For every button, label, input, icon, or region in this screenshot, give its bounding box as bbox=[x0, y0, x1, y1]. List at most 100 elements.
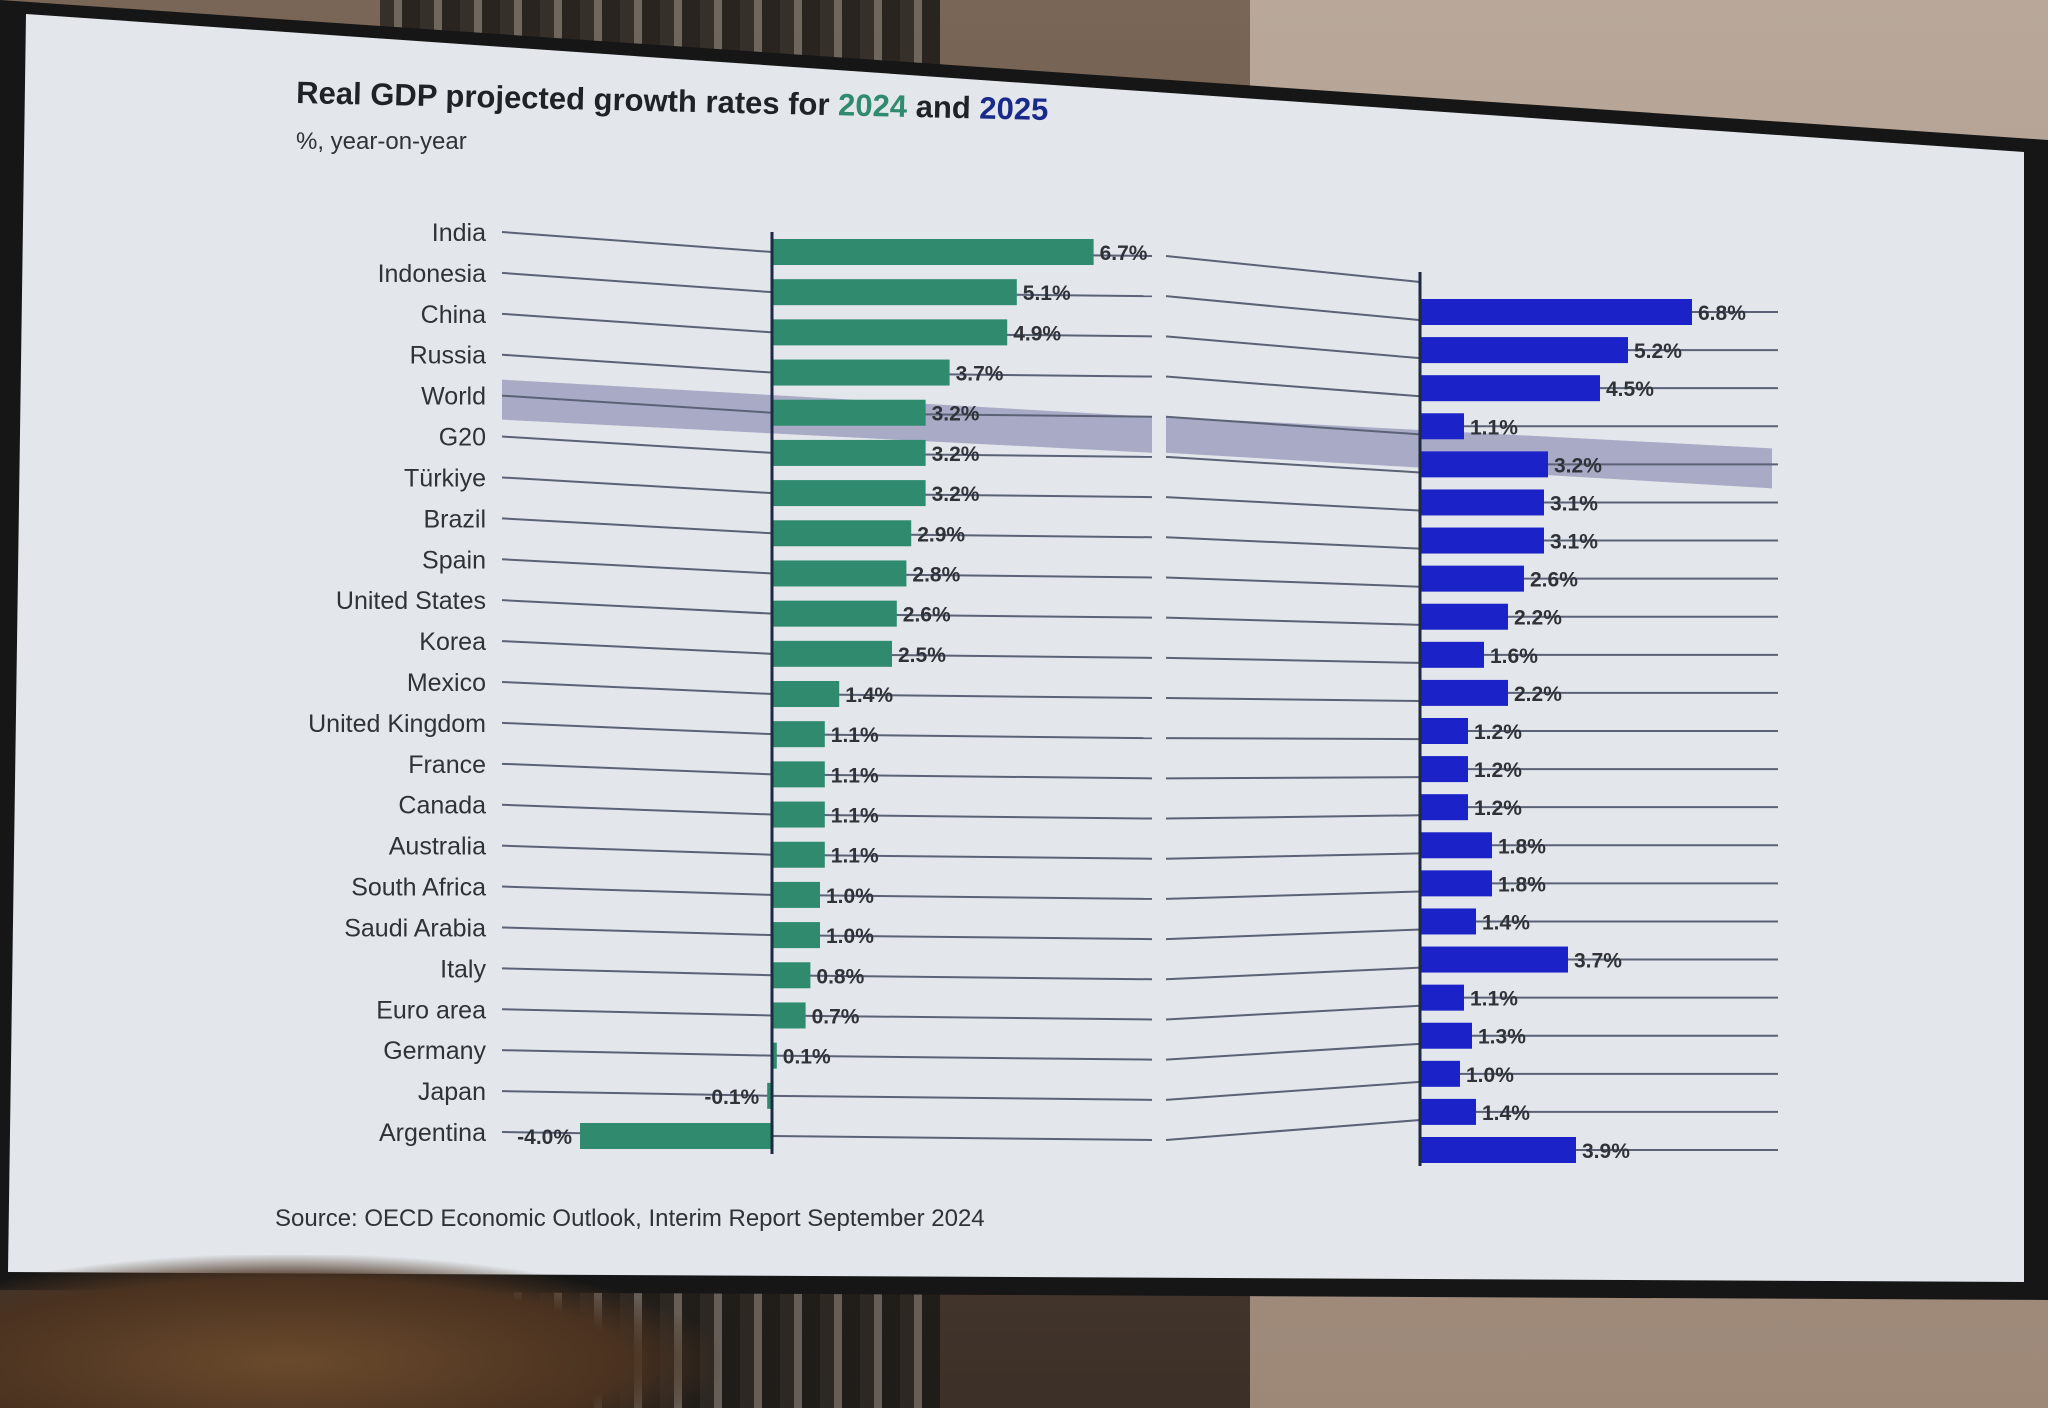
bar-2024-world bbox=[772, 399, 926, 426]
bar-2024-korea bbox=[772, 640, 892, 667]
country-label-india: India bbox=[432, 219, 486, 247]
bar-2025-united-kingdom bbox=[1420, 756, 1468, 783]
value-label-2025-france: 1.2% bbox=[1474, 797, 1522, 820]
guide-line-2025-italy bbox=[1165, 966, 1421, 981]
guide-line-2024-tail-argentina bbox=[771, 1135, 1153, 1141]
country-label-united-kingdom: United Kingdom bbox=[308, 710, 486, 738]
bar-2025-south-africa bbox=[1420, 908, 1476, 935]
guide-line-2024-australia bbox=[501, 844, 773, 856]
guide-line-2024-tail-germany bbox=[771, 1054, 1153, 1061]
guide-line-2024-g20 bbox=[501, 435, 773, 454]
guide-line-2025-russia bbox=[1165, 375, 1421, 398]
bar-2025-t-rkiye bbox=[1420, 527, 1544, 554]
bar-2025-indonesia bbox=[1420, 337, 1628, 364]
value-label-2024-india: 6.7% bbox=[1100, 242, 1148, 265]
country-label-euro-area: Euro area bbox=[376, 996, 486, 1024]
guide-line-2024-canada bbox=[501, 803, 773, 816]
value-label-2024-saudi-arabia: 1.0% bbox=[826, 925, 874, 948]
value-label-2024-brazil: 2.9% bbox=[917, 523, 965, 546]
country-label-japan: Japan bbox=[418, 1078, 486, 1106]
value-label-2024-japan: -0.1% bbox=[704, 1086, 759, 1109]
guide-line-2024-mexico bbox=[501, 681, 773, 695]
bar-2024-india bbox=[772, 239, 1094, 265]
value-label-2024-australia: 1.1% bbox=[831, 845, 879, 868]
guide-line-2024-tail-italy bbox=[771, 974, 1153, 981]
bar-2024-united-kingdom bbox=[772, 721, 825, 748]
guide-line-2024-tail-france bbox=[771, 773, 1153, 780]
guide-line-2024-t-rkiye bbox=[501, 476, 773, 495]
guide-line-2024-world bbox=[501, 394, 773, 414]
country-label-united-states: United States bbox=[336, 587, 486, 615]
bar-2024-china bbox=[772, 319, 1008, 346]
bar-2024-indonesia bbox=[772, 279, 1017, 306]
country-label-russia: Russia bbox=[410, 342, 487, 370]
bar-2025-united-states bbox=[1420, 641, 1484, 668]
guide-line-2025-spain bbox=[1165, 576, 1421, 588]
guide-line-2024-india bbox=[501, 231, 773, 253]
country-label-brazil: Brazil bbox=[423, 505, 486, 533]
value-label-2025-india: 6.8% bbox=[1698, 302, 1746, 325]
bar-2025-world bbox=[1420, 451, 1548, 478]
guide-line-2025-korea bbox=[1165, 656, 1421, 664]
value-label-2025-australia: 1.8% bbox=[1498, 873, 1546, 896]
guide-line-2024-russia bbox=[501, 353, 773, 374]
guide-line-2024-tail-saudi-arabia bbox=[771, 934, 1153, 941]
bar-2025-russia bbox=[1420, 413, 1464, 440]
guide-line-2025-g20 bbox=[1165, 455, 1421, 474]
guide-line-2025-canada bbox=[1165, 814, 1421, 820]
title-year-2024: 2024 bbox=[838, 87, 908, 124]
value-label-2024-south-africa: 1.0% bbox=[826, 885, 874, 908]
guide-line-2025-t-rkiye bbox=[1165, 496, 1421, 512]
value-label-2025-korea: 2.2% bbox=[1514, 683, 1562, 706]
guide-line-2025-japan bbox=[1165, 1080, 1421, 1101]
value-label-2025-russia: 1.1% bbox=[1470, 416, 1518, 439]
value-label-2024-t-rkiye: 3.2% bbox=[932, 483, 980, 506]
guide-line-2024-france bbox=[501, 762, 773, 776]
guide-line-2025-world bbox=[1165, 415, 1421, 436]
bar-2025-india bbox=[1420, 299, 1692, 325]
value-label-2025-world: 3.2% bbox=[1554, 454, 1602, 477]
guide-line-2024-united-kingdom bbox=[501, 721, 773, 736]
value-label-2024-canada: 1.1% bbox=[831, 805, 879, 828]
bar-2024-saudi-arabia bbox=[772, 922, 820, 949]
guide-line-2025-china bbox=[1165, 335, 1421, 360]
value-label-2025-t-rkiye: 3.1% bbox=[1550, 531, 1598, 554]
guide-line-2024-tail-japan bbox=[771, 1094, 1153, 1101]
bar-2025-france bbox=[1420, 794, 1468, 821]
bar-2024-euro-area bbox=[772, 1002, 806, 1029]
value-label-2024-argentina: -4.0% bbox=[517, 1126, 572, 1149]
value-label-2025-g20: 3.1% bbox=[1550, 492, 1598, 515]
guide-line-2024-tail-euro-area bbox=[771, 1014, 1153, 1021]
bar-2024-italy bbox=[772, 962, 811, 989]
guide-line-2025-indonesia bbox=[1165, 295, 1421, 322]
chart-subtitle: %, year-on-year bbox=[296, 128, 467, 155]
bar-2024-russia bbox=[772, 359, 950, 386]
bar-2025-korea bbox=[1420, 679, 1508, 706]
value-label-2024-world: 3.2% bbox=[932, 403, 980, 426]
value-label-2025-saudi-arabia: 3.7% bbox=[1574, 950, 1622, 973]
value-label-2024-korea: 2.5% bbox=[898, 644, 946, 667]
value-label-2025-china: 4.5% bbox=[1606, 378, 1654, 401]
value-label-2024-italy: 0.8% bbox=[816, 965, 864, 988]
bar-2024-japan bbox=[767, 1082, 772, 1109]
value-label-2024-indonesia: 5.1% bbox=[1023, 282, 1071, 305]
guide-line-2025-south-africa bbox=[1165, 890, 1421, 900]
bar-2024-united-states bbox=[772, 600, 897, 627]
guide-line-2024-euro-area bbox=[501, 1008, 773, 1017]
guide-line-2024-italy bbox=[501, 967, 773, 977]
guide-line-2025-australia bbox=[1165, 852, 1421, 860]
guide-line-2025-germany bbox=[1165, 1042, 1421, 1061]
guide-line-2024-korea bbox=[501, 640, 773, 655]
value-label-2025-united-states: 1.6% bbox=[1490, 645, 1538, 668]
guide-line-2024-tail-canada bbox=[771, 813, 1153, 820]
value-label-2024-france: 1.1% bbox=[831, 764, 879, 787]
bar-2025-argentina bbox=[1420, 1137, 1576, 1163]
bar-2024-germany bbox=[772, 1042, 777, 1069]
guide-line-2025-euro-area bbox=[1165, 1004, 1421, 1021]
country-label-france: France bbox=[408, 751, 486, 779]
bar-2024-g20 bbox=[772, 439, 926, 466]
guide-line-2024-germany bbox=[501, 1049, 773, 1057]
value-label-2025-japan: 1.4% bbox=[1482, 1102, 1530, 1125]
guide-line-2024-brazil bbox=[501, 517, 773, 535]
guide-line-2024-tail-united-kingdom bbox=[771, 733, 1153, 740]
